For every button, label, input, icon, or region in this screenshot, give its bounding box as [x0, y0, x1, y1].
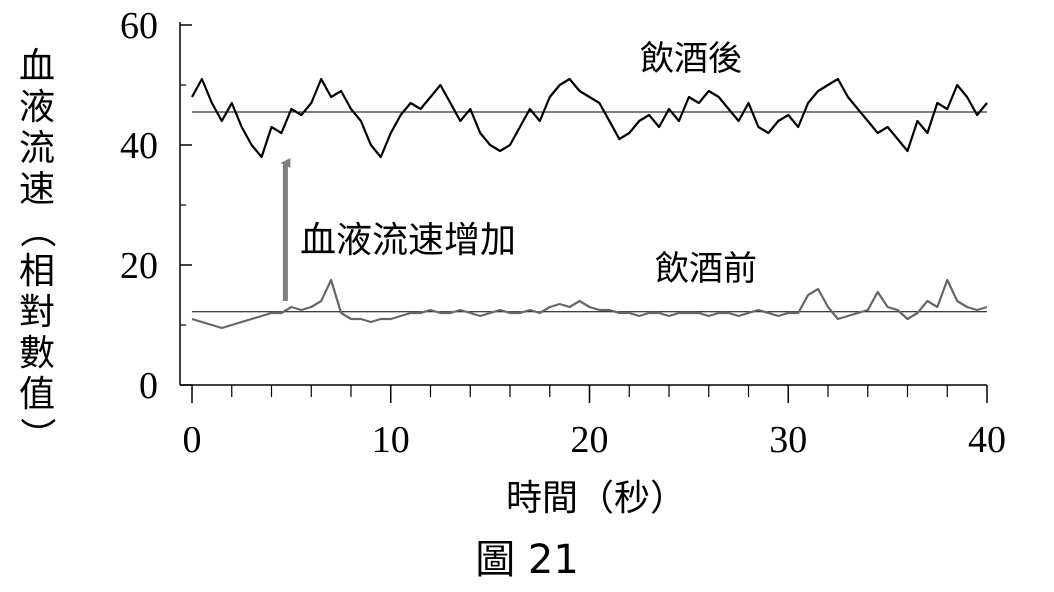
x-tick-label: 40 [968, 419, 1006, 461]
x-tick-label: 0 [183, 419, 202, 461]
y-label-char: 相 [19, 251, 55, 292]
y-tick-label: 20 [120, 245, 158, 287]
figure-caption: 圖 21 [475, 537, 579, 583]
y-label-char: 速 [19, 169, 55, 210]
x-axis-label: 時間（秒） [506, 478, 686, 519]
y-label-char: 對 [19, 292, 55, 333]
y-label-char: 流 [19, 128, 55, 169]
y-tick-label: 40 [120, 125, 158, 167]
y-label-char: 數 [19, 333, 55, 374]
y-label-char: 值 [19, 374, 55, 415]
series-line-1 [191, 278, 988, 330]
y-label-char: （ [16, 212, 57, 248]
series-label-before: 飲酒前 [655, 249, 757, 289]
y-label-char: ） [16, 417, 57, 453]
x-tick-label: 30 [769, 419, 807, 461]
x-tick-label: 20 [571, 419, 609, 461]
x-tick-label: 10 [372, 419, 410, 461]
y-tick-label: 0 [139, 365, 158, 407]
y-tick-label: 60 [120, 5, 158, 47]
increase-annotation: 血液流速增加 [300, 220, 516, 261]
y-label-char: 血 [19, 46, 55, 87]
series-label-after: 飲酒後 [640, 39, 742, 79]
y-label-char: 液 [19, 87, 55, 128]
series-line-0 [191, 77, 988, 159]
